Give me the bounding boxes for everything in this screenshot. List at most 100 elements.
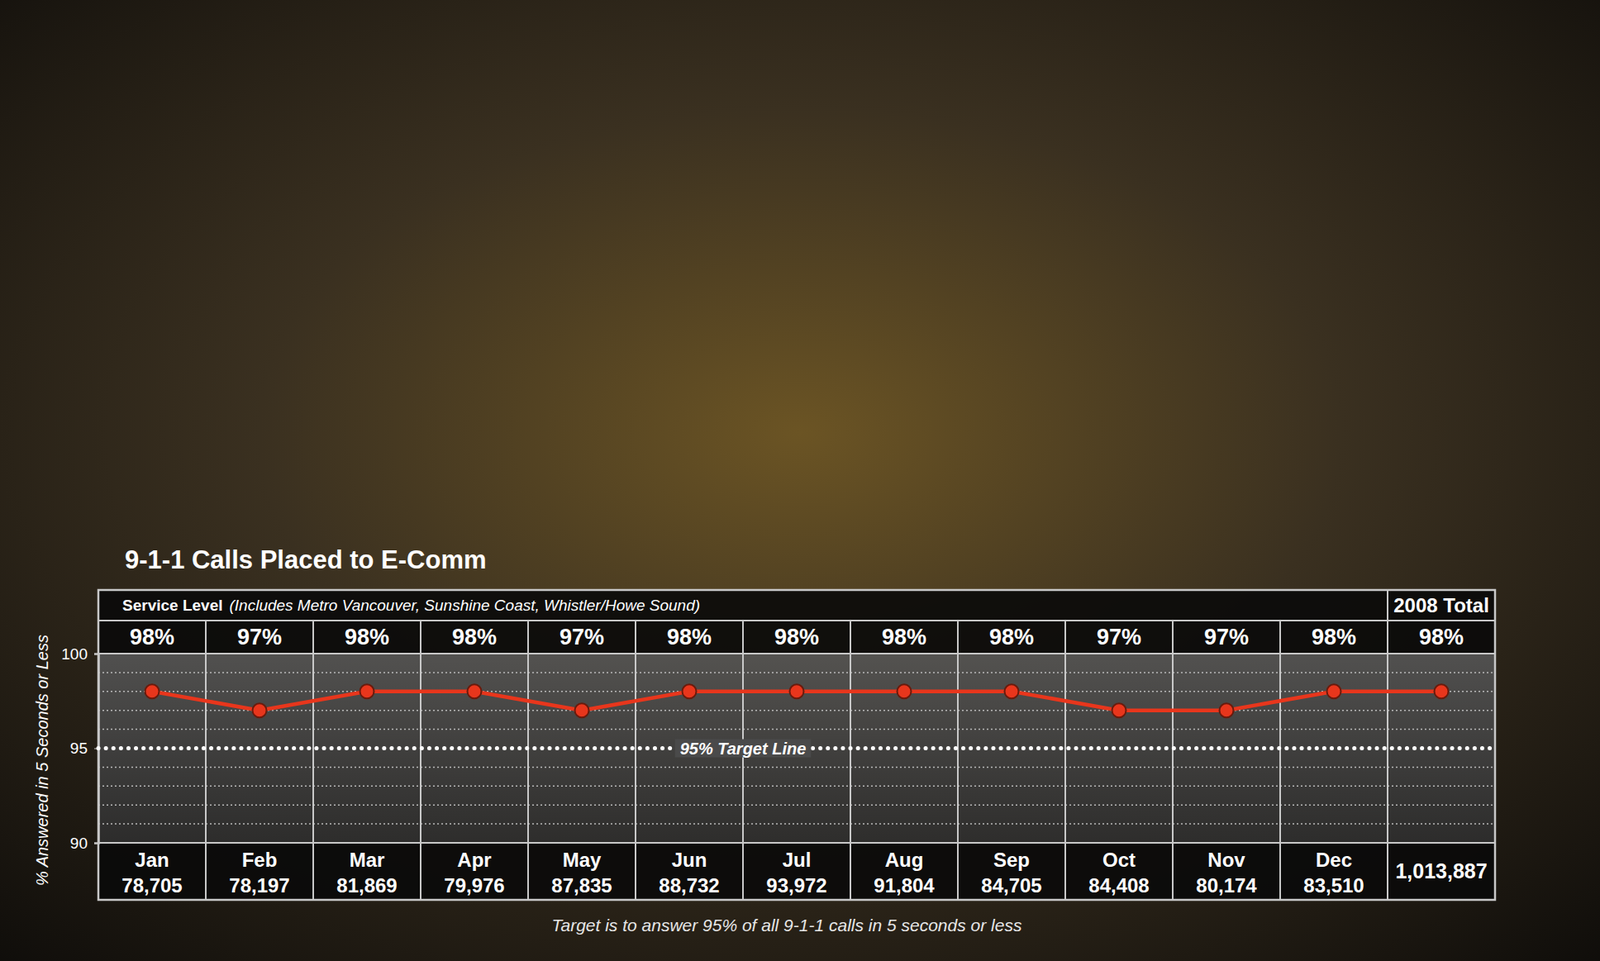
x-tick-label: Oct <box>1102 848 1136 872</box>
x-tick-label: Aug <box>885 848 924 872</box>
column-border <box>1386 590 1389 900</box>
x-tick: Sep <box>993 848 1030 872</box>
value-label: 97% <box>1204 624 1249 650</box>
column-border <box>849 620 852 900</box>
value-label: 98% <box>881 624 927 650</box>
series-point <box>360 684 375 699</box>
header-text: Service Level (Includes Metro Vancouver, … <box>122 596 700 615</box>
column-border <box>957 620 959 900</box>
background <box>0 0 1600 961</box>
value-label: 98% <box>129 624 175 650</box>
grid-line <box>98 671 1496 674</box>
x-tick: Oct <box>1102 848 1136 872</box>
call-count: 81,869 <box>336 874 397 897</box>
plot-marks <box>145 684 1449 718</box>
column-border <box>312 620 315 900</box>
value-label: 97% <box>237 624 282 650</box>
y-tick-label: 90 <box>70 834 88 853</box>
y-tick-label: 95 <box>70 739 88 758</box>
series-point <box>1219 703 1234 718</box>
series-point <box>1004 684 1020 699</box>
percent-row <box>98 620 1496 654</box>
x-tick: Nov <box>1207 848 1246 872</box>
series-point <box>1434 684 1449 699</box>
y-tick: 100 <box>61 645 99 663</box>
call-count: 78,705 <box>121 874 182 897</box>
series-point <box>252 703 267 718</box>
value-label: 98% <box>989 624 1034 650</box>
call-count: 79,976 <box>443 874 505 897</box>
x-tick: Mar <box>349 848 386 872</box>
x-tick-label: Jul <box>782 848 812 872</box>
series-point <box>897 684 912 699</box>
series-point <box>1327 684 1342 699</box>
header-series-name: Service Level <box>122 596 223 615</box>
row-border <box>98 842 1496 844</box>
series-point <box>1112 703 1127 718</box>
call-count: 84,705 <box>980 874 1042 897</box>
x-tick: Dec <box>1315 848 1353 872</box>
call-count: 87,835 <box>551 874 612 897</box>
x-tick-label: Jan <box>134 848 169 872</box>
grid-line <box>98 804 1496 806</box>
y-tick: 90 <box>70 834 99 853</box>
month-row <box>98 842 1496 900</box>
call-count: 78,197 <box>228 874 290 897</box>
x-tick-label: Nov <box>1207 848 1246 872</box>
column-border <box>742 620 744 900</box>
call-count: 80,174 <box>1195 874 1258 897</box>
x-tick-label: Feb <box>242 848 278 872</box>
total-label: 2008 Total <box>1393 594 1490 617</box>
x-tick-label: Sep <box>993 848 1030 872</box>
footnote: Target is to answer 95% of all 9-1-1 cal… <box>552 915 1023 935</box>
x-tick: May <box>562 848 602 872</box>
series-point <box>467 684 482 699</box>
x-tick: Jul <box>782 848 812 872</box>
y-tick-mark <box>94 653 99 655</box>
series-point <box>790 684 805 699</box>
value-label: 98% <box>452 624 497 650</box>
column-border <box>527 620 529 900</box>
call-count: 88,732 <box>658 874 720 897</box>
table-frame <box>98 590 1496 900</box>
table-lines <box>98 590 1496 900</box>
x-tick: Feb <box>242 848 278 872</box>
value-label: 97% <box>1096 624 1142 650</box>
call-count: 83,510 <box>1303 874 1364 897</box>
y-axis-title: % Answered in 5 Seconds or Less <box>33 634 52 886</box>
column-border <box>419 620 422 900</box>
column-border <box>1279 620 1281 900</box>
x-tick-label: Apr <box>457 848 491 872</box>
grid-line <box>98 728 1496 731</box>
column-border <box>1064 620 1067 900</box>
y-tick: 95 <box>70 739 99 758</box>
call-count: 91,804 <box>873 874 935 897</box>
series-point <box>682 684 697 699</box>
row-border <box>98 652 1496 655</box>
x-tick: Jan <box>134 848 169 872</box>
value-label: 98% <box>1311 624 1357 650</box>
grid-line <box>98 766 1496 769</box>
grid-line <box>98 709 1496 712</box>
header-note: (Includes Metro Vancouver, Sunshine Coas… <box>228 596 700 615</box>
x-tick-label: Dec <box>1315 848 1353 872</box>
grid-line <box>98 823 1496 825</box>
y-axis: 90 95 100 <box>61 645 99 853</box>
series-point <box>575 703 590 718</box>
header-row <box>98 590 1496 621</box>
call-count: 1,013,887 <box>1395 859 1487 883</box>
call-count: 84,408 <box>1088 874 1149 897</box>
value-label: 98% <box>666 624 712 650</box>
plot-area <box>98 653 1496 843</box>
column-border <box>634 620 637 900</box>
x-tick-label: May <box>562 848 602 872</box>
value-label: 98% <box>774 624 820 650</box>
target-label-bg <box>675 739 812 758</box>
target-label: 95% Target Line <box>680 739 807 758</box>
column-border <box>204 620 207 900</box>
row-border <box>98 619 1496 622</box>
value-label: 98% <box>344 624 390 650</box>
column-border <box>1171 620 1174 900</box>
call-count: 93,972 <box>766 874 827 897</box>
x-tick: Jun <box>671 848 708 872</box>
